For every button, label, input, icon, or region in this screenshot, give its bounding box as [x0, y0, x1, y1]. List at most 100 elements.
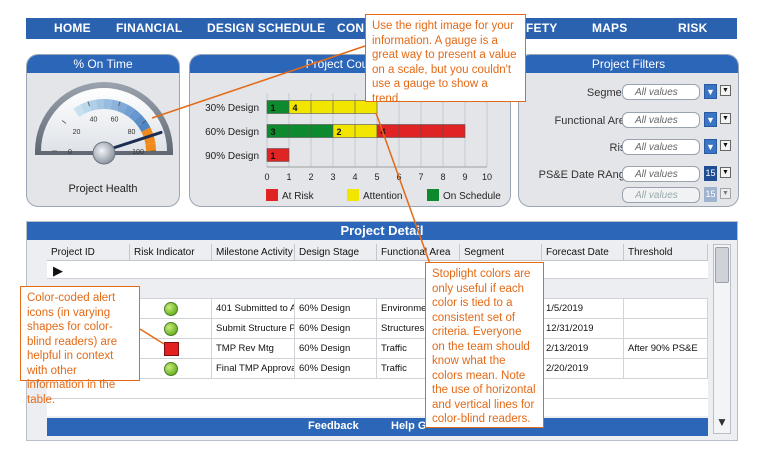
- gauge-arc-segment: [116, 101, 128, 114]
- filter-segment-menu[interactable]: ▼: [720, 85, 731, 96]
- table-cell-stage: 60% Design: [295, 299, 377, 319]
- vertical-scrollbar[interactable]: ▼: [713, 244, 731, 434]
- column-risk-indicator[interactable]: Risk Indicator: [130, 244, 212, 261]
- nav-financial[interactable]: FINANCIAL: [116, 21, 183, 35]
- bar-outline: [288, 100, 378, 114]
- column-segment[interactable]: Segment: [460, 244, 542, 261]
- gauge-tick: [118, 101, 121, 107]
- legend-swatch: [266, 189, 278, 201]
- bar-segment: [267, 148, 289, 162]
- gauge-tick-label: 40: [90, 117, 98, 124]
- gauge-color-arc: [73, 99, 156, 151]
- table-cell-milestone: TMP Rev Mtg: [212, 339, 295, 359]
- bar-segment: [267, 124, 333, 138]
- filter-segment-input[interactable]: All values: [622, 84, 700, 100]
- table-cell-risk-indicator: [130, 299, 212, 319]
- filter-segment-dropdown[interactable]: ▼: [704, 84, 717, 99]
- table-cell-threshold: [624, 359, 708, 379]
- table-cell-date: 1/5/2019: [542, 299, 624, 319]
- table-cell-date: 2/20/2019: [542, 359, 624, 379]
- table-cell-stage: 60% Design: [295, 339, 377, 359]
- table-cell-milestone: Final TMP Approval: [212, 359, 295, 379]
- gauge-callout: Use the right image for your information…: [365, 14, 526, 105]
- bar-value-label: 1: [270, 151, 275, 161]
- column-milestone-activity[interactable]: Milestone Activity: [212, 244, 295, 261]
- filter-date-end-input[interactable]: All values: [622, 187, 700, 203]
- stoplight-callout: Stoplight colors are only useful if each…: [425, 262, 544, 428]
- table-cell-stage: 60% Design: [295, 359, 377, 379]
- filter-date-end-number[interactable]: 15: [704, 187, 717, 202]
- y-tick-label: 60% Design: [205, 127, 259, 138]
- gauge-tick-label: 0: [68, 149, 72, 156]
- bar-outline: [266, 148, 290, 162]
- feedback-link[interactable]: Feedback: [308, 420, 359, 432]
- gauge-ticks: 0 20 40 60 80 100: [52, 101, 156, 156]
- nav-maps[interactable]: MAPS: [592, 21, 628, 35]
- filter-date-start-menu[interactable]: ▼: [720, 167, 731, 178]
- legend-label: Attention: [363, 191, 402, 202]
- chevron-down-icon: ▼: [706, 142, 715, 152]
- filter-functional-area-dropdown[interactable]: ▼: [704, 112, 717, 127]
- play-arrow-icon: ▶: [53, 263, 63, 278]
- gauge-tick: [61, 120, 67, 124]
- gauge-arc-segment: [133, 114, 147, 127]
- filter-date-start-number[interactable]: 15: [704, 166, 717, 181]
- column-design-stage[interactable]: Design Stage: [295, 244, 377, 261]
- green-circle-icon: [164, 302, 178, 316]
- green-circle-icon: [164, 362, 178, 376]
- gauge-arc-segment: [87, 99, 98, 112]
- gauge-tick: [141, 120, 147, 124]
- x-tick-label: 4: [352, 172, 357, 182]
- table-cell-date: 12/31/2019: [542, 319, 624, 339]
- filter-risk-menu[interactable]: ▼: [720, 140, 731, 151]
- gauge-tick-label: 100: [132, 149, 144, 156]
- project-detail-title: Project Detail: [27, 222, 737, 240]
- gauge-face: [41, 88, 167, 151]
- legend-label: At Risk: [282, 191, 315, 202]
- nav-home[interactable]: HOME: [54, 21, 91, 35]
- y-tick-label: 90% Design: [205, 151, 259, 162]
- table-cell-threshold: After 90% PS&E: [624, 339, 708, 359]
- scrollbar-thumb[interactable]: [715, 247, 729, 283]
- y-tick-label: 30% Design: [205, 103, 259, 114]
- nav-safety[interactable]: FETY: [526, 21, 558, 35]
- table-cell-date: 2/13/2019: [542, 339, 624, 359]
- filter-functional-area-label: Functional Area:: [554, 115, 635, 127]
- x-tick-label: 8: [440, 172, 445, 182]
- filter-date-start-input[interactable]: All values: [622, 166, 700, 182]
- table-cell-risk-indicator: [130, 339, 212, 359]
- filter-date-end-menu[interactable]: ▼: [720, 188, 731, 199]
- project-filters-title: Project Filters: [519, 55, 738, 73]
- column-forecast-date[interactable]: Forecast Date: [542, 244, 624, 261]
- nav-design-schedule[interactable]: DESIGN SCHEDULE: [207, 21, 326, 35]
- nav-construction[interactable]: CON: [337, 21, 365, 35]
- gauge-tick-label: 20: [73, 129, 81, 136]
- gauge-arc-segment: [104, 99, 113, 110]
- bar-value-label: 4: [292, 103, 297, 113]
- chevron-down-icon: ▼: [706, 115, 715, 125]
- column-threshold[interactable]: Threshold: [624, 244, 708, 261]
- gauge-tick: [87, 101, 90, 107]
- legend-swatch: [347, 189, 359, 201]
- bar-value-label: 2: [336, 127, 341, 137]
- triangle-down-icon: ▼: [722, 169, 729, 176]
- filter-risk-dropdown[interactable]: ▼: [704, 139, 717, 154]
- triangle-down-icon: ▼: [722, 115, 729, 122]
- chevron-down-icon: ▼: [706, 87, 715, 97]
- gauge-arc-segment: [95, 99, 104, 110]
- table-cell-risk-indicator: [130, 359, 212, 379]
- help-link[interactable]: Help G: [391, 420, 427, 432]
- filter-functional-area-menu[interactable]: ▼: [720, 113, 731, 124]
- column-functional-area[interactable]: Functional Area: [377, 244, 460, 261]
- nav-risk[interactable]: RISK: [678, 21, 708, 35]
- table-cell-risk-indicator: [130, 319, 212, 339]
- x-tick-label: 1: [286, 172, 291, 182]
- column-project-id[interactable]: Project ID: [47, 244, 130, 261]
- stoplight-callout-line: [375, 112, 431, 265]
- filter-functional-area-input[interactable]: All values: [622, 112, 700, 128]
- filter-risk-input[interactable]: All values: [622, 139, 700, 155]
- gauge-arc-segment: [137, 120, 151, 132]
- scroll-down-icon[interactable]: ▼: [716, 415, 728, 429]
- x-tick-label: 2: [308, 172, 313, 182]
